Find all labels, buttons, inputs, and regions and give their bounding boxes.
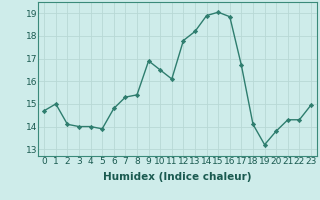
X-axis label: Humidex (Indice chaleur): Humidex (Indice chaleur) bbox=[103, 172, 252, 182]
